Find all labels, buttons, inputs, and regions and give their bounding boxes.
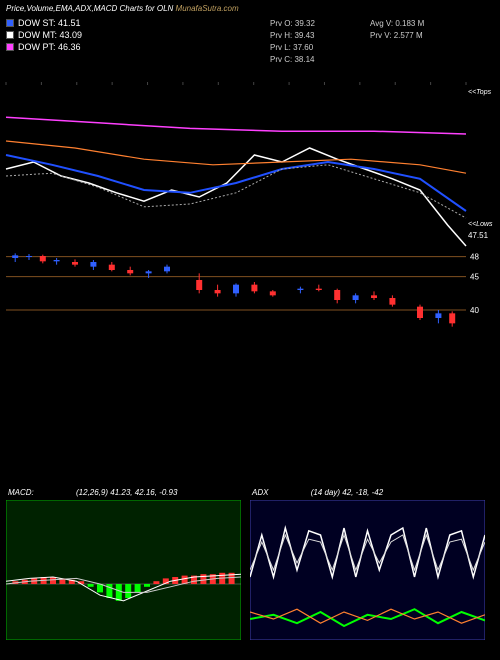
- svg-text:48: 48: [470, 253, 479, 262]
- macd-panel[interactable]: [6, 500, 241, 640]
- indicator-row: DOW ST: 41.51: [6, 18, 82, 28]
- indicator-legend: DOW ST: 41.51 DOW MT: 43.09 DOW PT: 46.36: [6, 18, 82, 54]
- title-main: Price,Volume,EMA,ADX,MACD Charts for OLN: [6, 4, 176, 13]
- candlestick-chart[interactable]: 48 45 40: [0, 250, 496, 340]
- indicator-row: DOW MT: 43.09: [6, 30, 82, 40]
- chart-title: Price,Volume,EMA,ADX,MACD Charts for OLN…: [6, 4, 239, 13]
- svg-text:<<Tops: <<Tops: [468, 89, 492, 96]
- svg-text:47.51: 47.51: [468, 231, 489, 240]
- chart-container: Price,Volume,EMA,ADX,MACD Charts for OLN…: [0, 0, 500, 660]
- svg-text:<<Lows: <<Lows: [468, 221, 493, 228]
- prev-stats: Prv O: 39.32Prv H: 39.43Prv L: 37.60Prv …: [270, 18, 315, 66]
- indicator-row: DOW PT: 46.36: [6, 42, 82, 52]
- volume-stats: Avg V: 0.183 MPrv V: 2.577 M: [370, 18, 424, 42]
- title-site: MunafaSutra.com: [176, 4, 239, 13]
- macd-label: MACD: (12,26,9) 41.23, 42.16, -0.93: [8, 488, 177, 497]
- svg-text:40: 40: [470, 306, 479, 315]
- svg-text:45: 45: [470, 273, 479, 282]
- adx-label: ADX (14 day) 42, -18, -42: [252, 488, 383, 497]
- price-ema-chart[interactable]: <<Tops <<Lows 47.51: [0, 82, 496, 262]
- adx-panel[interactable]: [250, 500, 485, 640]
